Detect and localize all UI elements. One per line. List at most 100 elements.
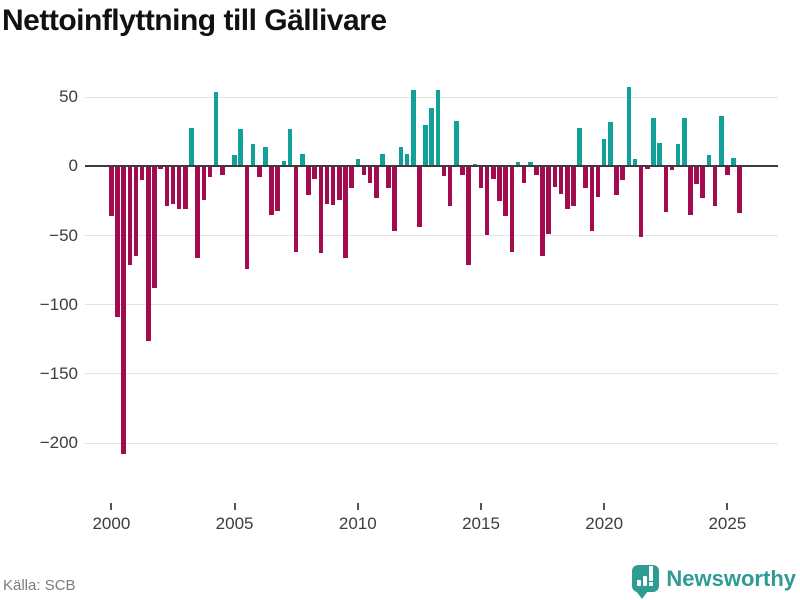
- bar-2020Q2: [608, 122, 613, 167]
- bar-2020Q4: [620, 166, 625, 181]
- x-axis-label-2015: 2015: [462, 514, 500, 533]
- x-axis-label-2000: 2000: [92, 514, 131, 533]
- bar-2006Q1: [256, 166, 262, 178]
- bar-2020Q3: [614, 166, 619, 196]
- bar-2002Q4: [176, 166, 182, 210]
- bar-2014Q3: [466, 166, 471, 265]
- bar-2004Q1: [207, 166, 213, 178]
- bar-2006Q2: [263, 146, 268, 167]
- bar-2014Q4: [472, 163, 478, 167]
- bar-2010Q1: [355, 159, 361, 167]
- bar-2022Q2: [657, 142, 662, 167]
- bar-2008Q3: [318, 166, 324, 254]
- bar-2023Q1: [675, 144, 681, 167]
- bar-2003Q4: [201, 166, 207, 200]
- bar-2006Q3: [269, 166, 274, 215]
- chart-title: Nettoinflyttning till Gällivare: [2, 4, 387, 37]
- gridline--50: [85, 235, 778, 236]
- bar-2010Q2: [361, 166, 367, 175]
- logo-bar-medium: [643, 576, 648, 586]
- bar-2000Q4: [127, 166, 133, 265]
- y-axis-label: −100: [39, 294, 78, 314]
- logo-pin-tail: [636, 591, 649, 599]
- bar-2003Q2: [189, 127, 194, 167]
- bar-2002Q3: [170, 166, 176, 204]
- gridline--150: [85, 373, 778, 375]
- bar-2021Q2: [632, 159, 638, 167]
- bar-2001Q4: [152, 166, 157, 289]
- y-axis-label: −150: [39, 363, 78, 383]
- bar-2019Q2: [583, 166, 588, 189]
- bar-2005Q1: [232, 155, 237, 167]
- bar-2017Q4: [546, 166, 552, 235]
- bar-2022Q1: [651, 117, 656, 167]
- bar-2013Q4: [447, 166, 453, 207]
- logo-exclamation-dot: [649, 582, 654, 586]
- bar-2007Q1: [281, 160, 287, 167]
- bar-2023Q3: [688, 166, 693, 215]
- x-axis-label-2005: 2005: [215, 514, 254, 533]
- x-axis-tick-2000: [110, 503, 113, 510]
- bar-2000Q2: [115, 166, 120, 318]
- bar-2009Q4: [349, 166, 354, 189]
- bar-2024Q4: [718, 116, 724, 167]
- bar-2010Q4: [373, 166, 379, 199]
- bar-2013Q2: [435, 90, 441, 167]
- bar-2017Q2: [534, 166, 539, 175]
- gridline--100: [85, 304, 778, 306]
- bar-2008Q1: [306, 166, 311, 196]
- bar-2001Q2: [139, 166, 145, 181]
- source-label: Källa: SCB: [3, 577, 76, 594]
- bar-2024Q1: [700, 166, 706, 199]
- newsworthy-logo-icon: [632, 565, 660, 599]
- bar-2019Q4: [595, 166, 601, 197]
- bar-2017Q3: [540, 166, 545, 257]
- bar-2016Q3: [515, 162, 521, 167]
- bar-2007Q2: [287, 128, 293, 167]
- bar-2011Q1: [380, 153, 385, 167]
- bar-2023Q4: [694, 166, 699, 185]
- bar-2012Q2: [410, 90, 416, 167]
- y-axis-label: 50: [59, 87, 78, 107]
- brand-name: Newsworthy: [666, 565, 796, 591]
- bar-2018Q4: [571, 166, 576, 207]
- bar-2014Q2: [460, 166, 465, 175]
- x-axis-tick-2015: [480, 503, 482, 510]
- bar-2024Q3: [712, 166, 718, 207]
- x-axis-label-2020: 2020: [585, 514, 624, 533]
- bar-2007Q3: [293, 166, 299, 253]
- bar-2016Q4: [521, 166, 527, 183]
- bar-2001Q3: [146, 166, 151, 341]
- bar-2013Q1: [429, 108, 434, 167]
- bar-2015Q1: [478, 166, 484, 189]
- bar-2013Q3: [441, 166, 447, 176]
- bar-2021Q3: [638, 166, 644, 237]
- bar-2001Q1: [133, 166, 139, 257]
- bar-2008Q2: [312, 166, 317, 179]
- bar-2003Q1: [183, 166, 188, 210]
- bar-2024Q2: [706, 155, 712, 167]
- bar-2022Q3: [663, 166, 669, 212]
- x-axis-tick-2005: [233, 503, 236, 510]
- bar-2009Q3: [343, 166, 348, 258]
- bar-2021Q4: [645, 166, 650, 170]
- x-axis-tick-2020: [603, 503, 606, 510]
- logo-bar-small: [637, 580, 642, 586]
- bar-2018Q3: [564, 166, 570, 210]
- bar-2003Q3: [195, 166, 200, 258]
- bar-2012Q3: [417, 166, 422, 228]
- bar-2011Q3: [392, 166, 398, 232]
- bar-2006Q4: [275, 166, 280, 211]
- bar-2020Q1: [601, 138, 607, 167]
- bar-2009Q2: [337, 166, 342, 200]
- bar-2022Q4: [669, 166, 675, 171]
- bar-2019Q3: [589, 166, 595, 232]
- x-axis-label-2025: 2025: [708, 514, 747, 533]
- bar-2015Q4: [497, 166, 502, 201]
- bar-2015Q3: [491, 166, 496, 179]
- bar-2025Q3: [737, 166, 742, 214]
- bar-2005Q3: [244, 166, 250, 269]
- bar-2019Q1: [577, 127, 582, 167]
- bar-2012Q1: [404, 153, 410, 167]
- bar-2011Q2: [386, 166, 391, 189]
